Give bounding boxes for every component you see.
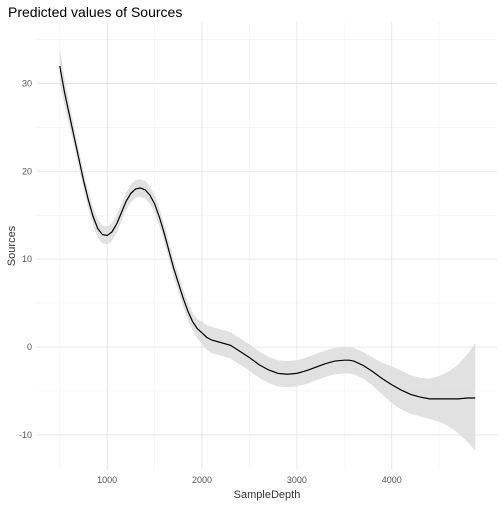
series-line — [59, 65, 476, 400]
y-tick-label: 20 — [22, 166, 32, 176]
x-tick-label: 3000 — [287, 475, 307, 485]
confidence-band — [59, 48, 476, 451]
x-axis-label: SampleDepth — [234, 489, 301, 501]
x-tick-label: 1000 — [97, 475, 117, 485]
grid-major — [37, 22, 497, 470]
chart-title: Predicted values of Sources — [8, 4, 183, 20]
y-tick-label: 30 — [22, 78, 32, 88]
y-tick-label: 0 — [27, 342, 32, 352]
grid-minor — [37, 22, 497, 470]
y-tick-labels: -10 0 10 20 30 — [19, 78, 32, 439]
y-axis-label: Sources — [6, 225, 18, 266]
y-tick-label: 10 — [22, 254, 32, 264]
y-tick-label: -10 — [19, 430, 32, 440]
x-tick-labels: 1000 2000 3000 4000 — [97, 475, 402, 485]
x-tick-label: 2000 — [192, 475, 212, 485]
x-tick-label: 4000 — [382, 475, 402, 485]
